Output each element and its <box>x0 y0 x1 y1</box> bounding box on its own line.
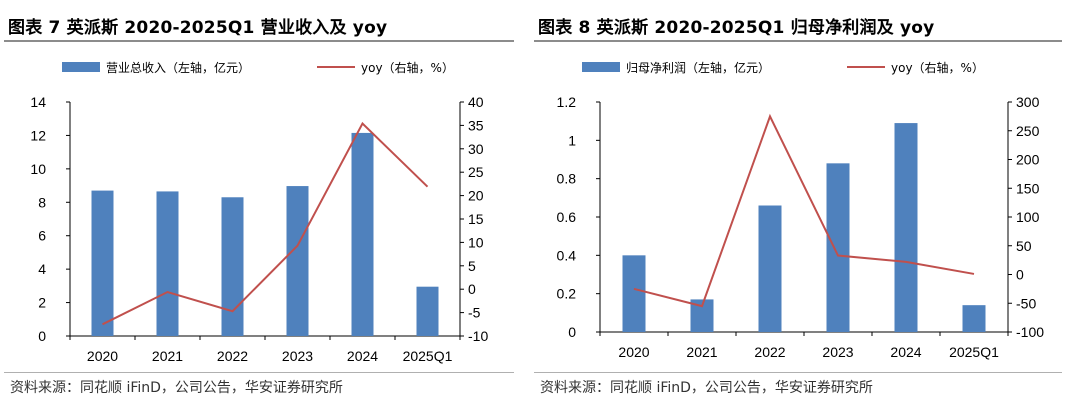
bar <box>962 305 986 332</box>
x-tick-label: 2022 <box>217 348 248 364</box>
left-y-tick-label: 14 <box>30 94 46 110</box>
chart-plot: 0 2 4 6 8 10 12 14 -10 -5 0 5 10 15 20 25 30 35 40 2020 2021… <box>30 94 488 364</box>
legend-item-bar: 营业总收入（左轴，亿元） <box>62 57 250 77</box>
x-tick-label: 2024 <box>890 344 921 360</box>
bar <box>894 123 918 332</box>
legend-swatch-line <box>847 66 885 68</box>
chart-source: 资料来源：同花顺 iFinD，公司公告，华安证券研究所 <box>540 380 873 396</box>
legend-item-bar: 归母净利润（左轴，亿元） <box>582 57 770 77</box>
right-y-tick-label: 100 <box>1016 209 1040 225</box>
right-y-tick-label: 40 <box>468 94 484 110</box>
bar <box>221 197 244 336</box>
right-y-tick-label: 10 <box>468 234 484 250</box>
title-divider <box>4 40 514 42</box>
x-tick-label: 2021 <box>686 344 717 360</box>
x-tick-label: 2020 <box>618 344 649 360</box>
x-tick-label: 2021 <box>152 348 183 364</box>
left-y-tick-label: 0.8 <box>557 171 577 187</box>
x-tick-label: 2024 <box>347 348 378 364</box>
x-tick-label: 2023 <box>282 348 313 364</box>
chart-source: 资料来源：同花顺 iFinD，公司公告，华安证券研究所 <box>10 380 343 396</box>
chart-plot: 0 0.2 0.4 0.6 0.8 1 1.2 -100 -50 0 50 100 150 200 250 3… <box>557 94 1045 360</box>
x-tick-label: 2022 <box>754 344 785 360</box>
right-y-tick-label: 300 <box>1016 94 1040 110</box>
bar <box>826 163 850 332</box>
left-y-tick-label: 0 <box>38 328 46 344</box>
bar <box>690 299 714 332</box>
legend-swatch-bar <box>582 62 620 72</box>
right-y-tick-label: 50 <box>1016 238 1032 254</box>
left-y-tick-label: 1.2 <box>557 94 577 110</box>
legend-label-bar: 归母净利润（左轴，亿元） <box>626 60 771 75</box>
legend-swatch-line <box>317 66 355 68</box>
bar <box>91 190 114 336</box>
right-y-tick-label: 200 <box>1016 152 1040 168</box>
source-divider <box>534 372 1062 373</box>
right-y-tick-label: 0 <box>1016 267 1024 283</box>
x-tick-label: 2020 <box>87 348 118 364</box>
x-tick-label: 2025Q1 <box>403 348 453 364</box>
x-tick-label: 2025Q1 <box>949 344 999 360</box>
right-y-tick-label: 5 <box>468 258 476 274</box>
bar <box>416 286 439 336</box>
left-y-tick-label: 0 <box>568 324 576 340</box>
left-y-tick-label: 2 <box>38 295 46 311</box>
right-y-tick-label: 30 <box>468 141 484 157</box>
chart-panel-net-profit: 图表 8 英派斯 2020-2025Q1 归母净利润及 yoy 归母净利润（左轴… <box>530 0 1066 403</box>
chart-panel-revenue: 图表 7 英派斯 2020-2025Q1 营业收入及 yoy 营业总收入（左轴，… <box>0 0 518 403</box>
left-y-tick-label: 8 <box>38 194 46 210</box>
legend-label-line: yoy（右轴，%） <box>361 60 454 75</box>
right-y-tick-label: -5 <box>468 305 481 321</box>
left-y-tick-label: 0.2 <box>557 286 577 302</box>
chart-legend: 归母净利润（左轴，亿元） yoy（右轴，%） <box>530 57 1066 77</box>
legend-swatch-bar <box>62 62 100 72</box>
right-y-tick-label: 0 <box>468 281 476 297</box>
left-y-tick-label: 6 <box>38 228 46 244</box>
yoy-line <box>102 121 429 326</box>
legend-label-bar: 营业总收入（左轴，亿元） <box>106 60 251 75</box>
left-y-tick-label: 12 <box>30 127 46 143</box>
left-y-tick-label: 4 <box>38 261 46 277</box>
legend-item-line: yoy（右轴，%） <box>847 57 984 77</box>
right-y-tick-label: 25 <box>468 164 484 180</box>
bar <box>351 132 374 336</box>
source-divider <box>4 372 514 373</box>
chart-title: 图表 8 英派斯 2020-2025Q1 归母净利润及 yoy <box>538 18 935 38</box>
chart-title: 图表 7 英派斯 2020-2025Q1 营业收入及 yoy <box>8 18 388 38</box>
right-y-tick-label: -10 <box>468 328 488 344</box>
bar <box>622 255 646 332</box>
left-y-tick-label: 0.4 <box>557 247 577 263</box>
right-y-tick-label: 15 <box>468 211 484 227</box>
left-y-tick-label: 1 <box>568 132 576 148</box>
right-y-tick-label: 250 <box>1016 123 1040 139</box>
bar <box>156 191 179 336</box>
legend-label-line: yoy（右轴，%） <box>891 60 984 75</box>
right-y-tick-label: 35 <box>468 117 484 133</box>
chart-legend: 营业总收入（左轴，亿元） yoy（右轴，%） <box>0 57 518 77</box>
right-y-tick-label: 20 <box>468 188 484 204</box>
right-y-tick-label: 150 <box>1016 180 1040 196</box>
left-y-tick-label: 10 <box>30 161 46 177</box>
right-y-tick-label: -100 <box>1016 324 1044 340</box>
legend-item-line: yoy（右轴，%） <box>317 57 454 77</box>
yoy-line <box>633 113 975 308</box>
bar <box>286 186 309 336</box>
x-tick-label: 2023 <box>822 344 853 360</box>
bar <box>758 205 782 332</box>
left-y-tick-label: 0.6 <box>557 209 577 225</box>
title-divider <box>534 40 1062 42</box>
right-y-tick-label: -50 <box>1016 295 1036 311</box>
